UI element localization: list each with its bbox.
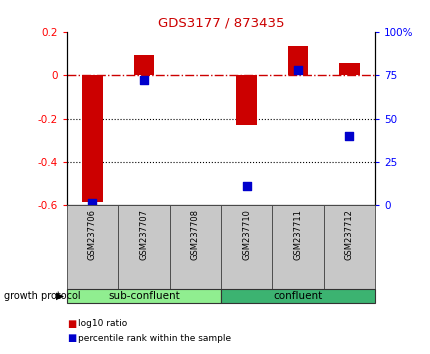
Bar [82,75,102,202]
Bar [169,205,220,289]
Text: confluent: confluent [273,291,322,301]
Point [140,78,147,83]
Text: GSM237708: GSM237708 [190,210,199,261]
Point [243,183,249,189]
Text: log10 ratio: log10 ratio [77,319,126,329]
Text: ■: ■ [67,333,76,343]
Bar [67,289,221,303]
Text: GSM237707: GSM237707 [139,210,148,261]
Text: sub-confluent: sub-confluent [108,291,179,301]
Point [345,133,352,139]
Text: growth protocol: growth protocol [4,291,81,301]
Bar [133,55,154,75]
Bar [118,205,169,289]
Bar [272,205,323,289]
Point [89,200,96,206]
Bar [67,205,118,289]
Text: GSM237712: GSM237712 [344,210,353,260]
Text: GSM237711: GSM237711 [293,210,302,260]
Bar [338,63,359,75]
Bar [236,75,256,125]
Text: GSM237706: GSM237706 [88,210,97,261]
Text: ■: ■ [67,319,76,329]
Text: ▶: ▶ [56,291,64,301]
Point [294,67,301,73]
Text: percentile rank within the sample: percentile rank within the sample [77,333,230,343]
Bar [323,205,374,289]
Bar [220,289,374,303]
Bar [220,205,272,289]
Title: GDS3177 / 873435: GDS3177 / 873435 [157,16,283,29]
Bar [287,46,307,75]
Text: GSM237710: GSM237710 [242,210,251,260]
